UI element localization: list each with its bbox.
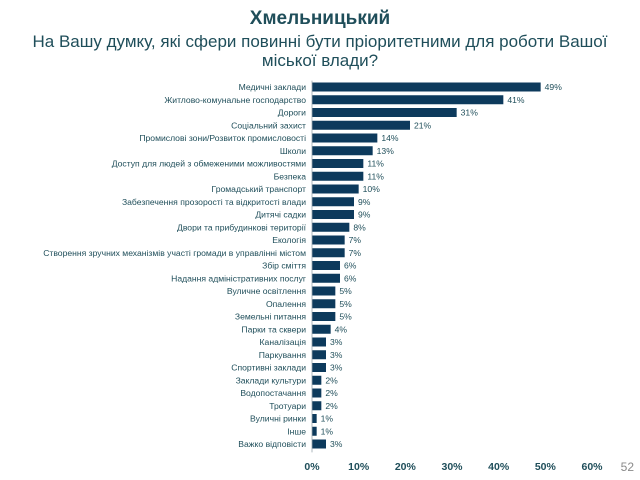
bar xyxy=(312,388,322,398)
category-label: Громадський транспорт xyxy=(212,184,307,194)
value-label: 7% xyxy=(349,248,362,258)
value-label: 9% xyxy=(358,210,371,220)
bar xyxy=(312,312,336,321)
category-label: Тротуари xyxy=(269,401,306,411)
bar xyxy=(312,120,410,130)
bar xyxy=(312,375,322,385)
bar xyxy=(312,235,345,245)
bar xyxy=(312,363,326,372)
value-label: 14% xyxy=(381,133,399,143)
bar xyxy=(312,299,336,309)
bar xyxy=(312,184,359,194)
category-label: Екологія xyxy=(272,235,306,245)
bar xyxy=(312,350,326,360)
category-label: Житлово-комунальне господарство xyxy=(164,95,306,105)
value-label: 2% xyxy=(325,401,338,411)
bar xyxy=(312,337,326,347)
bar xyxy=(312,146,373,156)
bar xyxy=(312,286,336,296)
category-label: Паркування xyxy=(259,350,307,360)
value-label: 5% xyxy=(339,299,352,309)
bar xyxy=(312,197,354,207)
category-label: Соціальний захист xyxy=(231,120,306,130)
bar xyxy=(312,273,340,283)
value-label: 11% xyxy=(367,171,384,181)
x-tick-label: 40% xyxy=(488,461,510,473)
bar xyxy=(312,426,317,436)
value-label: 10% xyxy=(363,184,381,194)
category-label: Парки та сквери xyxy=(241,324,306,334)
category-label: Школи xyxy=(280,146,306,156)
category-label: Промислові зони/Розвиток промисловості xyxy=(139,133,306,143)
value-label: 1% xyxy=(321,414,334,424)
x-tick-label: 50% xyxy=(535,461,557,473)
category-label: Спортивні заклади xyxy=(231,363,306,373)
value-label: 2% xyxy=(325,375,338,385)
question-title: На Вашу думку, які сфери повинні бути пр… xyxy=(32,32,608,70)
category-label: Безпека xyxy=(274,171,307,181)
value-label: 5% xyxy=(339,312,352,322)
category-label: Заклади культури xyxy=(236,375,307,385)
value-label: 31% xyxy=(461,108,479,118)
category-label: Двори та прибудинкові території xyxy=(177,222,307,232)
value-label: 4% xyxy=(335,324,348,334)
bar xyxy=(312,133,378,143)
category-label: Дороги xyxy=(278,108,306,118)
category-label: Каналізація xyxy=(260,337,307,347)
bar xyxy=(312,261,340,270)
category-label: Доступ для людей з обмеженими можливостя… xyxy=(112,159,306,169)
bar xyxy=(312,171,364,181)
value-label: 7% xyxy=(349,235,362,245)
category-label: Важко відповісти xyxy=(238,439,306,449)
value-label: 9% xyxy=(358,197,371,207)
value-label: 49% xyxy=(545,82,563,92)
page-number: 52 xyxy=(620,460,634,474)
category-label: Опалення xyxy=(266,299,306,309)
x-tick-label: 20% xyxy=(395,461,417,473)
category-label: Водопостачання xyxy=(240,388,306,398)
value-label: 3% xyxy=(330,337,343,347)
x-tick-label: 30% xyxy=(441,461,463,473)
category-label: Створення зручних механізмів участі гром… xyxy=(43,248,306,258)
category-label: Інше xyxy=(287,426,306,436)
value-label: 2% xyxy=(325,388,338,398)
value-label: 41% xyxy=(507,95,525,105)
bar xyxy=(312,248,345,258)
x-tick-label: 10% xyxy=(348,461,370,473)
category-label: Збір сміття xyxy=(262,261,306,271)
value-label: 11% xyxy=(367,159,384,169)
value-label: 8% xyxy=(353,222,366,232)
bar xyxy=(312,414,317,423)
category-label: Надання адміністративних послуг xyxy=(171,273,306,283)
category-label: Забезпечення прозорості та відкритості в… xyxy=(122,197,306,207)
value-label: 3% xyxy=(330,350,343,360)
city-title: Хмельницький xyxy=(249,8,391,29)
category-label: Вуличні ринки xyxy=(250,414,306,424)
value-label: 6% xyxy=(344,261,357,271)
bar xyxy=(312,82,541,92)
category-label: Вуличне освітлення xyxy=(227,286,307,296)
value-label: 5% xyxy=(339,286,352,296)
bar xyxy=(312,95,504,105)
value-label: 6% xyxy=(344,273,357,283)
bar xyxy=(312,222,350,232)
value-label: 13% xyxy=(377,146,395,156)
value-label: 3% xyxy=(330,363,343,373)
category-label: Медичні заклади xyxy=(239,82,307,92)
category-label: Дитячі садки xyxy=(255,210,306,220)
value-label: 3% xyxy=(330,439,343,449)
value-label: 21% xyxy=(414,120,432,130)
bar xyxy=(312,439,326,449)
bar xyxy=(312,401,322,411)
value-label: 1% xyxy=(321,426,334,436)
category-label: Земельні питання xyxy=(235,312,306,322)
x-tick-label: 60% xyxy=(581,461,603,473)
x-tick-label: 0% xyxy=(304,461,320,473)
bar xyxy=(312,108,457,117)
bar xyxy=(312,210,354,219)
bar xyxy=(312,159,364,168)
bar xyxy=(312,324,331,334)
